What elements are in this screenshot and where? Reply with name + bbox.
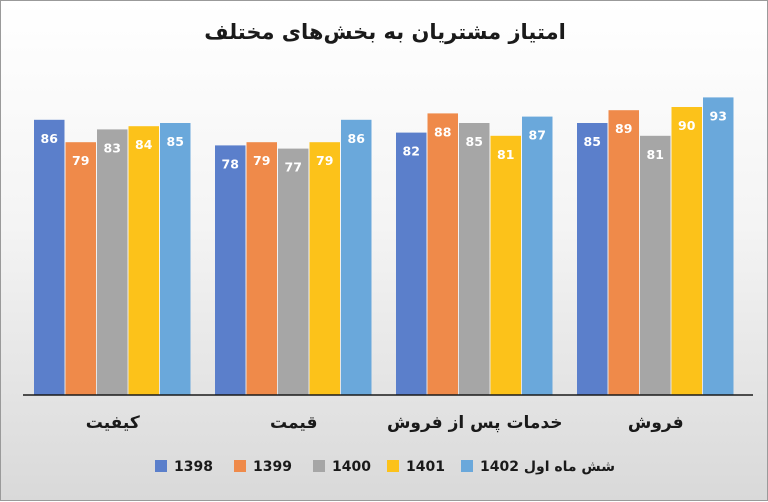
bar-شش-ماه-اول-1402-0: [160, 123, 191, 395]
legend: 1398 1399 1400 1401 شش ماه اول 1402: [155, 459, 615, 475]
data-label: 77: [285, 160, 302, 175]
bar-1398-0: [34, 119, 65, 396]
data-label: 86: [348, 131, 366, 146]
data-label: 79: [253, 153, 270, 168]
category-label: فروش: [628, 413, 684, 433]
data-label: 87: [529, 128, 546, 143]
data-label: 79: [316, 153, 333, 168]
data-label: 81: [647, 147, 664, 162]
data-label: 86: [41, 131, 59, 146]
bar-1398-2: [396, 132, 427, 395]
bar-1400-0: [97, 129, 128, 395]
data-label: 85: [466, 134, 483, 149]
bar-1398-1: [215, 145, 246, 395]
legend-entry-label: 1399: [253, 459, 292, 475]
data-label: 88: [434, 124, 451, 139]
bar-1399-1: [246, 142, 277, 395]
bar-1400-3: [640, 135, 671, 396]
data-label: 82: [403, 144, 420, 159]
bars-group: [34, 97, 734, 396]
bar-1398-3: [577, 123, 608, 395]
data-label: 93: [710, 108, 727, 123]
bar-شش-ماه-اول-1402-2: [522, 116, 553, 395]
legend-swatch: [387, 460, 399, 472]
bar-1399-0: [65, 142, 96, 395]
bar-1401-1: [309, 142, 340, 395]
legend-entry-label: 1400: [332, 459, 371, 475]
category-labels-group: کیفیت قیمت خدمات پس از فروش فروش: [86, 413, 684, 433]
bar-1401-2: [490, 135, 521, 396]
data-label: 85: [584, 134, 601, 149]
data-label: 81: [497, 147, 514, 162]
bar-1400-1: [278, 148, 309, 395]
legend-entry-label: 1398: [174, 459, 213, 475]
bar-1401-3: [671, 107, 702, 395]
data-label: 85: [167, 134, 184, 149]
legend-entry-label: 1401: [406, 459, 445, 475]
bar-1399-3: [608, 110, 639, 395]
legend-swatch: [461, 460, 473, 472]
legend-entry-label: شش ماه اول 1402: [480, 459, 615, 475]
category-label: قیمت: [270, 413, 317, 433]
bar-شش-ماه-اول-1402-3: [703, 97, 734, 396]
data-label: 78: [222, 156, 239, 171]
data-label: 90: [678, 118, 696, 133]
bar-1401-0: [128, 126, 159, 395]
data-label: 84: [135, 137, 153, 152]
bar-1399-2: [427, 113, 458, 396]
category-label: کیفیت: [86, 413, 140, 433]
data-label: 83: [104, 140, 121, 155]
legend-swatch: [234, 460, 246, 472]
data-label: 79: [72, 153, 89, 168]
bar-شش-ماه-اول-1402-1: [341, 119, 372, 396]
data-label: 89: [615, 121, 632, 136]
legend-swatch: [313, 460, 325, 472]
category-label: خدمات پس از فروش: [387, 413, 563, 433]
legend-swatch: [155, 460, 167, 472]
chart-title: امتیاز مشتریان به بخش‌های مختلف: [204, 20, 566, 44]
value-labels-group: 86 79 83 84 85 78 79 77 79 86 82 88 85 81 87 85 89 81 90 93: [41, 108, 727, 174]
bar-1400-2: [459, 123, 490, 395]
